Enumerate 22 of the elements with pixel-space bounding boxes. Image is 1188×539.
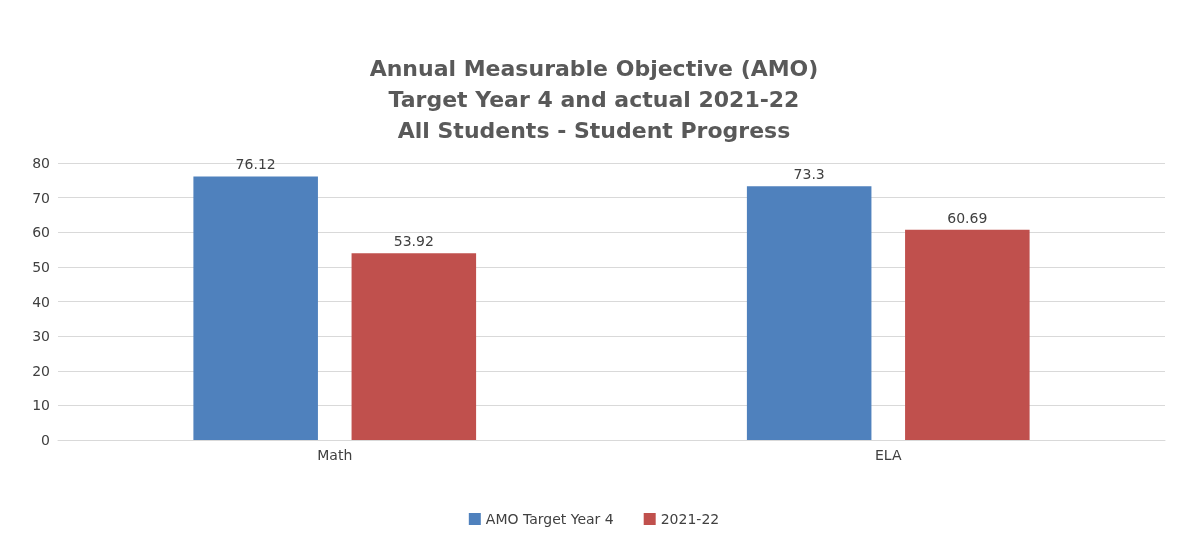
bar <box>905 229 1030 440</box>
legend-label: AMO Target Year 4 <box>485 511 614 527</box>
y-tick-label: 70 <box>32 189 50 206</box>
y-tick-label: 60 <box>32 224 50 241</box>
y-tick-label: 40 <box>32 293 50 310</box>
data-label: 76.12 <box>235 156 276 173</box>
bar <box>746 186 872 440</box>
y-tick-label: 10 <box>32 397 50 414</box>
y-tick-label: 0 <box>41 432 50 448</box>
bar <box>351 253 477 440</box>
data-label: 60.69 <box>947 209 988 226</box>
bar <box>193 176 318 440</box>
x-tick-label: Math <box>317 447 353 463</box>
y-tick-label: 20 <box>32 362 50 379</box>
chart-title: Annual Measurable Objective (AMO) Target Year 4 and actual 2021-22 All Students - Student Progress <box>369 56 819 143</box>
y-tick-label: 80 <box>32 155 50 171</box>
x-tick-label: ELA <box>874 447 902 463</box>
data-label: 53.92 <box>393 233 434 250</box>
legend-label: 2021-22 <box>660 511 720 527</box>
y-tick-label: 50 <box>32 258 50 275</box>
y-tick-label: 30 <box>32 328 50 345</box>
data-label: 73.3 <box>793 166 825 183</box>
